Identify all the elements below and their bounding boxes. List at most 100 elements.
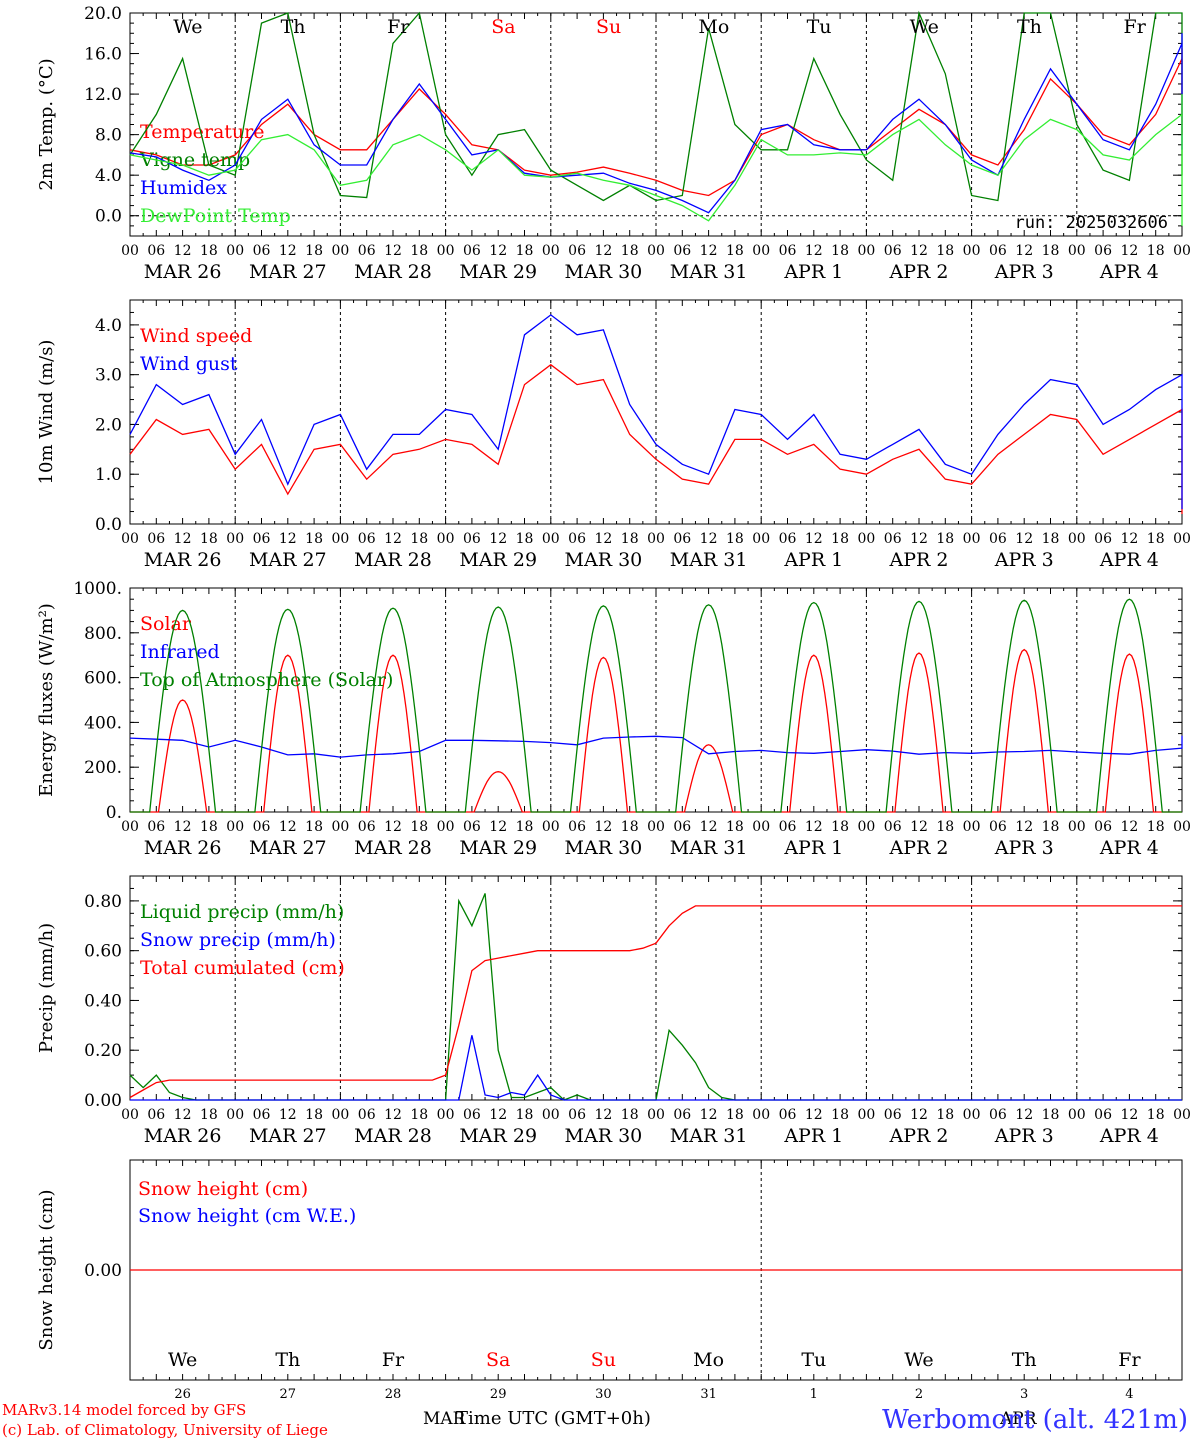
x-tick-label: 12 (279, 243, 297, 259)
x-tick-label: 06 (463, 819, 481, 835)
panel-3: 0. 200. 400. 600. 800. 1000. Energy fluxes (W/… (36, 579, 1191, 859)
y-axis-label: 10m Wind (m/s) (36, 340, 57, 485)
day-label: MAR 29 (459, 261, 537, 283)
day-label: APR 4 (1099, 549, 1159, 571)
day-number: 4 (1125, 1387, 1133, 1402)
day-label: MAR 26 (144, 837, 222, 859)
x-tick-label: 06 (568, 819, 586, 835)
x-tick-label: 06 (568, 1107, 586, 1123)
x-tick-label: 18 (1042, 819, 1060, 835)
x-tick-label: 06 (568, 531, 586, 547)
x-tick-label: 18 (936, 531, 954, 547)
legend-entry: Solar (140, 613, 192, 635)
x-tick-label: 00 (226, 1107, 244, 1123)
y-tick-label: 400. (84, 713, 122, 733)
x-tick-label: 12 (910, 531, 928, 547)
x-tick-label: 12 (594, 1107, 612, 1123)
x-tick-label: 18 (410, 1107, 428, 1123)
legend-entry: Wind gust (140, 353, 238, 375)
legend-entry: Snow height (cm W.E.) (138, 1205, 356, 1227)
x-tick-label: 00 (331, 243, 349, 259)
x-tick-label: 06 (673, 243, 691, 259)
x-tick-label: 00 (752, 1107, 770, 1123)
weekday-label: Su (591, 1349, 616, 1371)
weekday-label: Tu (807, 16, 832, 38)
weekday-label: Sa (491, 16, 515, 38)
x-tick-label: 18 (621, 1107, 639, 1123)
x-tick-label: 00 (963, 1107, 981, 1123)
x-tick-label: 00 (226, 531, 244, 547)
y-tick-label: 0.20 (84, 1041, 122, 1061)
x-tick-label: 06 (147, 531, 165, 547)
x-tick-label: 18 (936, 1107, 954, 1123)
day-number: 31 (700, 1387, 717, 1402)
x-tick-label: 12 (1120, 1107, 1138, 1123)
x-tick-label: 06 (779, 819, 797, 835)
day-label: APR 4 (1099, 837, 1159, 859)
y-tick-label: 800. (84, 624, 122, 644)
x-tick-label: 06 (1094, 531, 1112, 547)
y-tick-label: 20.0 (84, 4, 122, 24)
day-label: MAR 26 (144, 1125, 222, 1147)
x-tick-label: 00 (752, 243, 770, 259)
y-tick-label: 600. (84, 669, 122, 689)
x-tick-label: 06 (1094, 819, 1112, 835)
day-label: MAR 28 (354, 1125, 432, 1147)
x-tick-label: 12 (279, 1107, 297, 1123)
x-tick-label: 00 (1068, 1107, 1086, 1123)
x-tick-label: 00 (542, 1107, 560, 1123)
x-tick-label: 12 (594, 531, 612, 547)
x-tick-label: 06 (358, 531, 376, 547)
series-line-top-of-atmosphere-solar- (130, 598, 1182, 813)
x-tick-label: 00 (963, 819, 981, 835)
y-tick-label: 12.0 (84, 85, 122, 105)
weekday-label: Th (1012, 1349, 1037, 1371)
x-tick-label: 18 (200, 531, 218, 547)
legend-entry: Liquid precip (mm/h) (140, 901, 344, 923)
x-tick-label: 12 (910, 243, 928, 259)
legend-entry: Temperature (140, 121, 264, 143)
x-tick-label: 00 (437, 531, 455, 547)
day-label: MAR 30 (565, 1125, 643, 1147)
x-tick-label: 12 (1120, 243, 1138, 259)
x-tick-label: 18 (305, 531, 323, 547)
y-tick-label: 0. (106, 803, 122, 823)
x-tick-label: 12 (174, 243, 192, 259)
day-label: MAR 29 (459, 549, 537, 571)
x-tick-label: 18 (516, 1107, 534, 1123)
day-number: 28 (385, 1387, 402, 1402)
y-axis-label: Snow height (cm) (36, 1189, 57, 1350)
weekday-label: We (173, 16, 202, 38)
x-tick-label: 06 (253, 1107, 271, 1123)
weekday-label: Mo (693, 1349, 724, 1371)
x-tick-label: 06 (253, 531, 271, 547)
y-axis-label: Energy fluxes (W/m²) (36, 603, 57, 797)
day-number: 27 (280, 1387, 297, 1402)
day-label: MAR 27 (249, 837, 327, 859)
x-tick-label: 00 (1173, 1107, 1191, 1123)
day-number: 26 (174, 1387, 191, 1402)
y-tick-label: 0.00 (84, 1091, 122, 1111)
x-tick-label: 12 (384, 819, 402, 835)
day-label: MAR 28 (354, 837, 432, 859)
day-label: APR 3 (994, 837, 1054, 859)
x-tick-label: 18 (200, 243, 218, 259)
x-tick-label: 18 (1042, 531, 1060, 547)
y-tick-label: 0.0 (95, 515, 122, 535)
y-tick-label: 0.80 (84, 892, 122, 912)
x-tick-label: 00 (121, 1107, 139, 1123)
x-tick-label: 12 (489, 531, 507, 547)
x-tick-label: 12 (910, 819, 928, 835)
x-tick-label: 06 (463, 531, 481, 547)
legend-entry: Total cumulated (cm) (140, 957, 345, 979)
day-label: APR 1 (783, 1125, 843, 1147)
footer-lab: (c) Lab. of Climatology, University of L… (2, 1421, 328, 1439)
x-tick-label: 12 (1015, 531, 1033, 547)
day-number: 30 (595, 1387, 612, 1402)
series-line-vigne-temp (129, 10, 1183, 202)
x-tick-label: 06 (147, 243, 165, 259)
x-tick-label: 00 (542, 531, 560, 547)
panel-2: 0.0 1.0 2.0 3.0 4.0 10m Wind (m/s) Wind speed W… (36, 299, 1191, 571)
day-label: APR 4 (1099, 1125, 1159, 1147)
